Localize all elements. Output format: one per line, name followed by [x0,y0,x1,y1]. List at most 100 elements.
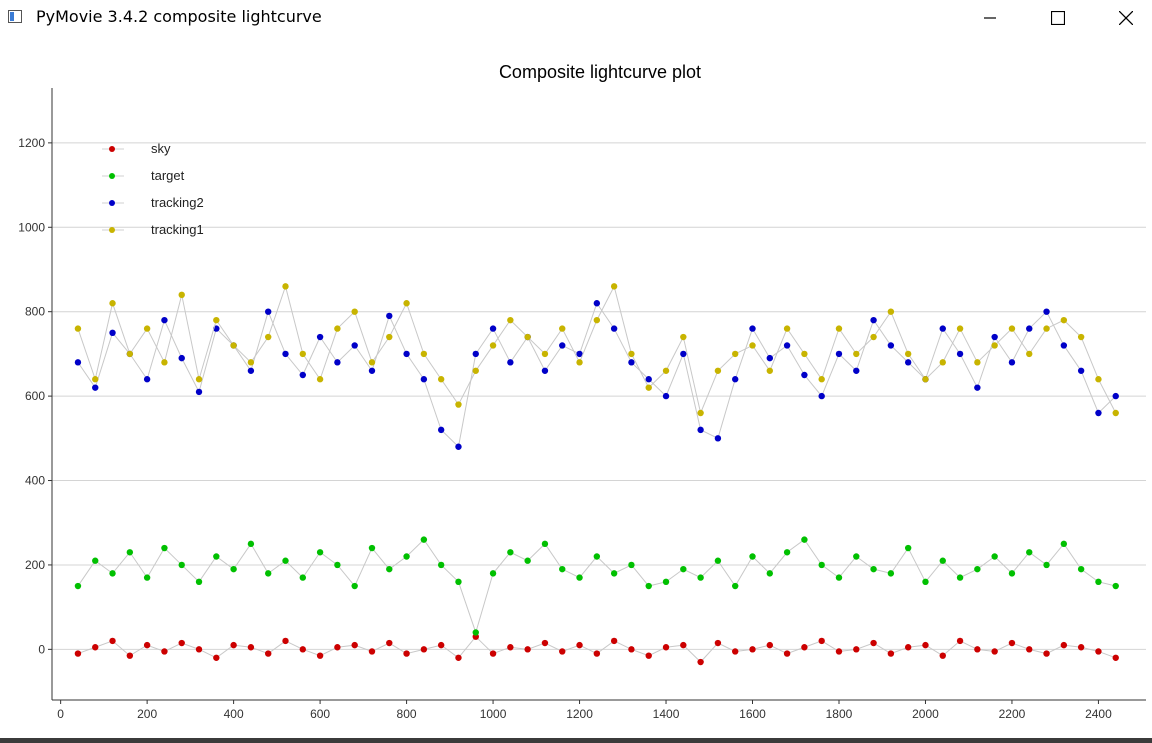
x-tick-label: 2400 [1085,707,1112,721]
data-point-tracking2 [161,316,168,324]
data-point-tracking1 [1043,325,1050,332]
data-point-tracking1 [732,350,739,358]
data-point-sky [593,650,601,657]
close-icon [1119,11,1133,25]
data-point-sky [956,637,964,645]
data-point-target [939,557,946,564]
data-point-target [247,540,255,548]
data-point-target [559,565,566,573]
data-point-tracking2 [974,384,981,391]
data-point-target [1060,540,1068,548]
data-point-sky [576,641,583,649]
data-point-tracking1 [1060,316,1068,324]
data-point-target [126,549,134,556]
legend-label-tracking1: tracking1 [151,222,204,237]
app-window-icon[interactable] [8,10,22,23]
data-point-target [680,565,687,573]
maximize-button[interactable] [1035,0,1081,36]
data-point-tracking2 [1043,308,1050,315]
data-point-tracking2 [316,333,324,341]
data-point-tracking2 [507,359,514,366]
data-point-tracking1 [714,367,722,374]
data-point-target [697,574,704,581]
close-button[interactable] [1103,0,1149,36]
data-point-target [109,570,116,577]
data-point-target [628,561,635,569]
data-point-tracking2 [351,342,358,349]
axes [51,88,1146,701]
data-point-target [887,570,895,577]
data-point-sky [1112,654,1119,661]
data-point-sky [420,646,428,653]
data-point-sky [610,637,618,645]
legend-label-target: target [151,168,185,183]
data-point-sky [351,641,358,649]
data-point-tracking2 [472,350,479,358]
data-point-tracking2 [299,371,306,379]
data-point-tracking1 [334,325,341,332]
data-point-tracking2 [455,443,462,450]
data-point-tracking2 [766,354,774,362]
data-point-target [507,549,514,556]
data-point-target [1008,570,1016,577]
data-point-tracking1 [1026,350,1033,358]
data-point-sky [887,650,895,657]
data-point-tracking1 [420,350,428,358]
data-point-sky [1008,639,1016,647]
data-point-tracking1 [541,350,549,358]
data-point-tracking1 [195,376,203,383]
data-point-tracking2 [247,367,255,374]
data-point-sky [437,641,445,649]
data-point-tracking1 [610,283,618,290]
data-point-tracking2 [680,350,687,358]
minimize-button[interactable] [967,0,1013,36]
legend-marker-target [109,173,115,179]
data-point-tracking2 [714,435,722,442]
data-point-target [662,578,670,586]
data-point-tracking1 [368,359,376,366]
data-point-sky [697,658,704,666]
data-point-sky [714,639,722,647]
data-point-sky [195,646,203,653]
data-point-tracking1 [922,376,929,383]
y-tick-label: 200 [25,558,45,572]
tick-labels: 0 200 400 600 800 1000 1200 0 200 400 600 800 1000 12… [18,136,1112,721]
data-point-sky [645,652,652,659]
chart-title: Composite lightcurve plot [499,62,701,82]
data-point-tracking2 [437,426,445,434]
data-point-target [472,629,479,636]
data-point-sky [265,650,272,657]
data-point-tracking2 [178,354,185,362]
data-point-target [922,578,929,586]
data-point-tracking1 [697,409,704,417]
data-point-sky [628,646,635,653]
data-point-sky [489,650,497,657]
data-point-target [645,582,652,590]
data-point-tracking1 [991,342,998,349]
data-point-sky [316,652,324,659]
data-point-sky [1026,646,1033,653]
data-point-tracking1 [230,342,237,349]
data-point-target [1026,549,1033,556]
data-point-tracking1 [783,325,791,332]
data-point-tracking1 [576,359,583,366]
data-point-target [749,553,756,560]
data-point-sky [541,639,549,647]
data-point-sky [749,646,756,653]
data-point-target [143,574,151,581]
data-point-tracking1 [437,376,445,383]
legend-label-sky: sky [151,141,171,156]
data-point-target [351,582,358,590]
data-point-sky [1043,650,1050,657]
data-point-tracking1 [472,367,479,374]
x-tick-label: 1800 [826,707,853,721]
data-point-sky [922,641,929,649]
data-point-tracking2 [559,342,566,349]
data-point-sky [524,646,531,653]
data-point-tracking2 [887,342,895,349]
data-point-tracking1 [265,333,272,341]
data-point-sky [282,637,289,645]
data-point-tracking2 [870,316,877,324]
lightcurve-plot[interactable]: Composite lightcurve plot 0 200 400 600 800 1… [0,36,1152,738]
data-point-sky [507,644,514,651]
